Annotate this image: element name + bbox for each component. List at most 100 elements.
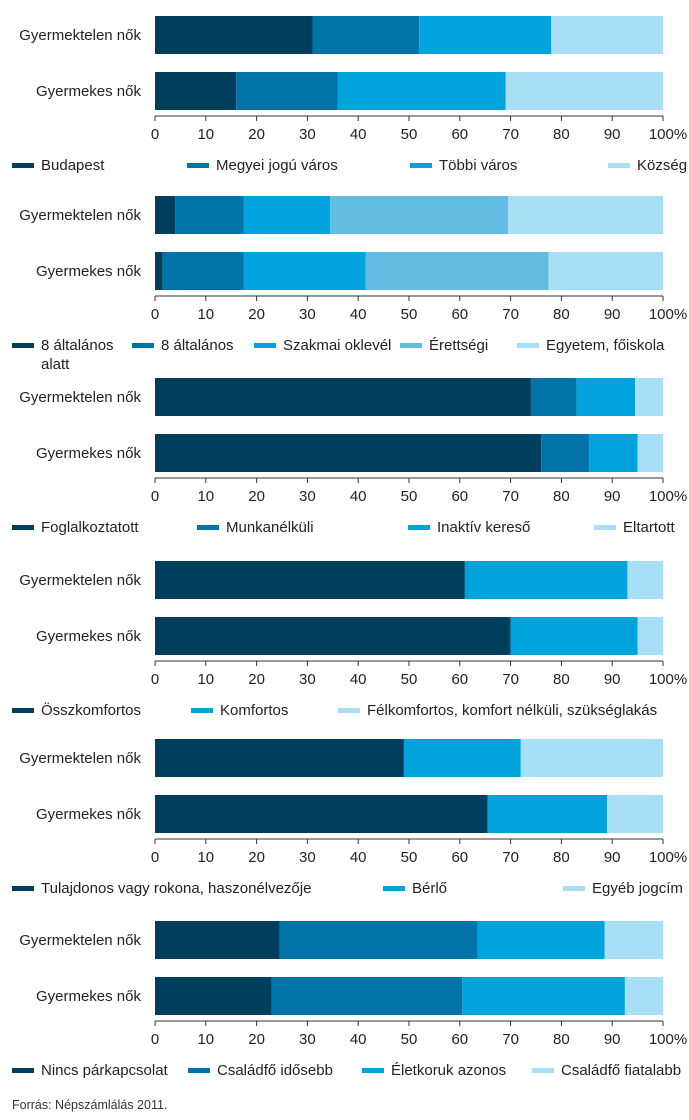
x-tick-label: 60: [451, 488, 468, 505]
bar-segment: [520, 739, 663, 777]
bar-segment: [419, 16, 552, 54]
x-tick-label: 10: [197, 1031, 214, 1048]
category-label: Gyermektelen nők: [19, 572, 141, 589]
legend-label: Megyei jogú város: [216, 157, 338, 174]
x-tick-label: 40: [350, 488, 367, 505]
x-tick-label: 100%: [649, 1031, 687, 1048]
bar-segment: [155, 196, 176, 234]
category-label: Gyermektelen nők: [19, 207, 141, 224]
bar-segment: [462, 977, 625, 1015]
x-tick-label: 10: [197, 488, 214, 505]
legend-swatch: [338, 708, 360, 713]
bar-segment: [607, 795, 663, 833]
x-tick-label: 40: [350, 126, 367, 143]
x-tick-label: 70: [502, 306, 519, 323]
bar-segment: [155, 739, 404, 777]
x-tick-label: 10: [197, 671, 214, 688]
category-label: Gyermekes nők: [36, 445, 142, 462]
bar-segment: [530, 378, 577, 416]
legend-label: 8 általános: [161, 337, 234, 354]
legend-label: Többi város: [439, 157, 517, 174]
bar-segment: [312, 16, 420, 54]
x-tick-label: 20: [248, 126, 265, 143]
x-tick-label: 10: [197, 849, 214, 866]
legend-swatch: [563, 886, 585, 891]
bar-segment: [175, 196, 244, 234]
bar-segment: [576, 378, 636, 416]
x-tick-label: 30: [299, 126, 316, 143]
legend-label: Szakmai oklevél: [283, 337, 391, 354]
x-tick-label: 40: [350, 306, 367, 323]
source-note: Forrás: Népszámlálás 2011.: [12, 1098, 168, 1112]
bar-segment: [541, 434, 590, 472]
x-tick-label: 0: [151, 671, 159, 688]
x-tick-label: 90: [604, 306, 621, 323]
x-tick-label: 100%: [649, 306, 687, 323]
x-tick-label: 70: [502, 488, 519, 505]
x-tick-label: 80: [553, 126, 570, 143]
bar-segment: [464, 561, 628, 599]
x-tick-label: 90: [604, 1031, 621, 1048]
legend-swatch: [608, 163, 630, 168]
legend-swatch: [383, 886, 405, 891]
x-tick-label: 70: [502, 849, 519, 866]
x-tick-label: 20: [248, 306, 265, 323]
legend-swatch: [532, 1068, 554, 1073]
bar-segment: [624, 977, 663, 1015]
x-tick-label: 70: [502, 1031, 519, 1048]
category-label: Gyermekes nők: [36, 988, 142, 1005]
bar-segment: [155, 252, 163, 290]
chart-panel-1: Gyermektelen nők Gyermekes nők 0 10 20 30 40 50…: [12, 16, 687, 174]
legend-label: alatt: [41, 356, 70, 373]
legend-swatch: [408, 525, 430, 530]
legend-label: Foglalkoztatott: [41, 519, 139, 536]
chart-panel-3: Gyermektelen nők Gyermekes nők 0 10 20 30 40 50…: [12, 378, 687, 536]
bar-segment: [155, 977, 272, 1015]
x-tick-label: 60: [451, 849, 468, 866]
legend-label: Komfortos: [220, 702, 288, 719]
bar-segment: [155, 795, 488, 833]
legend-swatch: [410, 163, 432, 168]
bar-segment: [271, 977, 463, 1015]
bar-segment: [477, 921, 605, 959]
category-label: Gyermektelen nők: [19, 389, 141, 406]
x-tick-label: 20: [248, 849, 265, 866]
bar-segment: [155, 434, 542, 472]
x-tick-label: 30: [299, 849, 316, 866]
bar-segment: [155, 617, 511, 655]
x-tick-label: 100%: [649, 849, 687, 866]
x-tick-label: 90: [604, 849, 621, 866]
x-tick-label: 90: [604, 488, 621, 505]
legend-swatch: [12, 1068, 34, 1073]
bar-segment: [155, 16, 313, 54]
x-tick-label: 60: [451, 671, 468, 688]
bar-segment: [162, 252, 244, 290]
legend-label: Családfő fiatalabb: [561, 1062, 681, 1079]
bar-segment: [510, 617, 638, 655]
x-tick-label: 80: [553, 488, 570, 505]
legend-label: Életkoruk azonos: [391, 1062, 506, 1079]
x-tick-label: 50: [401, 1031, 418, 1048]
legend-label: Munkanélküli: [226, 519, 314, 536]
legend-label: Összkomfortos: [41, 701, 141, 719]
legend-label: Érettségi: [429, 337, 488, 354]
bar-segment: [551, 16, 663, 54]
legend-label: Egyéb jogcím: [592, 880, 683, 897]
x-tick-label: 100%: [649, 488, 687, 505]
x-tick-label: 50: [401, 488, 418, 505]
legend-swatch: [187, 163, 209, 168]
legend-label: 8 általános: [41, 337, 114, 354]
legend-label: Félkomfortos, komfort nélküli, szükségla…: [367, 702, 657, 719]
bar-segment: [337, 72, 506, 110]
bar-segment: [627, 561, 663, 599]
category-label: Gyermekes nők: [36, 83, 142, 100]
x-tick-label: 30: [299, 1031, 316, 1048]
x-tick-label: 40: [350, 671, 367, 688]
legend-swatch: [12, 163, 34, 168]
bar-segment: [635, 378, 663, 416]
legend-label: Egyetem, főiskola: [546, 337, 665, 354]
x-tick-label: 70: [502, 671, 519, 688]
legend-swatch: [197, 525, 219, 530]
x-tick-label: 60: [451, 126, 468, 143]
x-tick-label: 10: [197, 306, 214, 323]
